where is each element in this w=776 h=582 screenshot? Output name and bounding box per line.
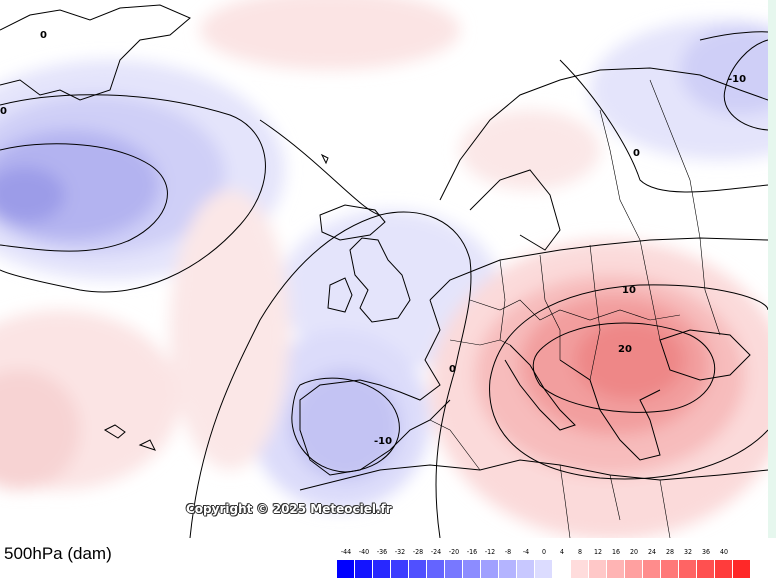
legend-label: 28 [665,548,675,556]
anomaly-shading [0,0,768,538]
legend-swatch [427,560,445,578]
legend-label: -20 [448,548,460,556]
right-edge-strip [768,0,776,538]
legend-swatch [571,560,589,578]
legend-swatch [409,560,427,578]
legend-label: 32 [683,548,693,556]
legend-bar: 500hPa (dam) -44 -40 -36 -32 -28 -24 -20 -16 -12… [0,538,776,582]
legend-label: -16 [466,548,478,556]
legend-label: -32 [394,548,406,556]
legend-swatch [355,560,373,578]
anomaly-map: 0 0 -10 0 10 20 0 -10 [0,0,768,538]
legend-label: 20 [629,548,639,556]
legend-label: 16 [611,548,621,556]
country-borders [429,79,721,538]
legend-label: 40 [719,548,729,556]
color-legend: -44 -40 -36 -32 -28 -24 -20 -16 -12 -8 -4 0 4 8 12 16 20… [337,548,751,578]
legend-swatch [373,560,391,578]
legend-swatch [643,560,661,578]
legend-swatch [391,560,409,578]
legend-swatch [715,560,733,578]
legend-swatch [499,560,517,578]
legend-swatch [553,560,571,578]
legend-label: 24 [647,548,657,556]
contour-labels: 0 0 -10 0 10 20 0 -10 [0,30,746,447]
legend-swatch [517,560,535,578]
legend-label: -36 [376,548,388,556]
contour-label-minus10-ne: -10 [728,74,746,85]
legend-label: 36 [701,548,711,556]
legend-label: -12 [484,548,496,556]
legend-label: 12 [593,548,603,556]
contour-label-0-c: 0 [449,364,456,375]
contour-label-0-ne: 0 [633,148,640,159]
contour-lines [0,31,768,538]
legend-label: -4 [522,548,530,556]
legend-swatch [733,560,751,578]
legend-swatches [337,560,751,578]
legend-label: 4 [559,548,565,556]
coastlines [0,4,768,491]
legend-swatch [481,560,499,578]
legend-label: 0 [541,548,547,556]
legend-label: -44 [340,548,352,556]
legend-swatch [535,560,553,578]
map-title: 500hPa (dam) [4,544,112,563]
contour-label-0-w: 0 [0,106,7,117]
legend-label: -24 [430,548,442,556]
legend-swatch [337,560,355,578]
contour-label-10-e: 10 [622,285,636,296]
legend-label: -28 [412,548,424,556]
legend-swatch [607,560,625,578]
legend-label: -8 [504,548,512,556]
contour-label-20-e: 20 [618,344,632,355]
contour-label-0-nw: 0 [40,30,47,41]
legend-label: -40 [358,548,370,556]
legend-swatch [445,560,463,578]
legend-label: 8 [577,548,583,556]
legend-swatch [661,560,679,578]
legend-swatch [625,560,643,578]
legend-swatch [697,560,715,578]
copyright-text: Copyright © 2025 Meteociel.fr [186,502,392,516]
legend-labels: -44 -40 -36 -32 -28 -24 -20 -16 -12 -8 -4 0 4 8 12 16 20… [337,548,749,558]
legend-swatch [679,560,697,578]
contour-label-minus10-iberia: -10 [374,436,392,447]
legend-swatch [589,560,607,578]
legend-swatch [463,560,481,578]
